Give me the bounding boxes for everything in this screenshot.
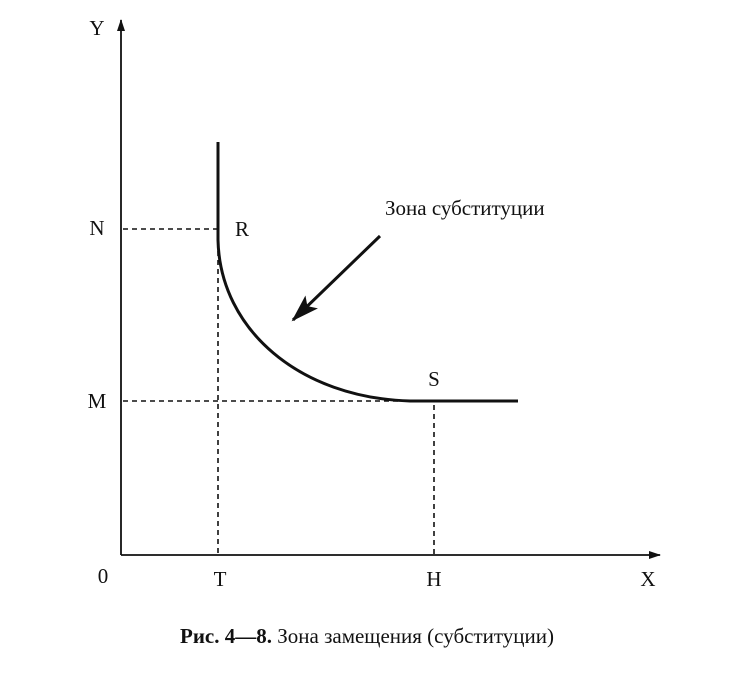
caption: Рис. 4—8. Зона замещения (субституции) — [180, 624, 554, 648]
y-mark: N — [89, 216, 104, 240]
y-axis-label: Y — [89, 16, 104, 40]
x-mark: H — [426, 567, 441, 591]
origin-label: 0 — [98, 564, 109, 588]
guide-n-t — [123, 228, 219, 555]
point-label: S — [428, 367, 440, 391]
point-label: R — [235, 217, 249, 241]
guide-m-h — [123, 400, 435, 555]
y-mark: M — [88, 389, 107, 413]
x-axis-label: X — [640, 567, 655, 591]
x-mark: T — [214, 567, 227, 591]
arrow — [291, 234, 382, 322]
caption-label: Рис. 4—8. — [180, 624, 272, 648]
annotation: Зона субституции — [385, 196, 545, 220]
caption-text: Зона замещения (субституции) — [277, 624, 554, 648]
curve — [216, 142, 518, 403]
